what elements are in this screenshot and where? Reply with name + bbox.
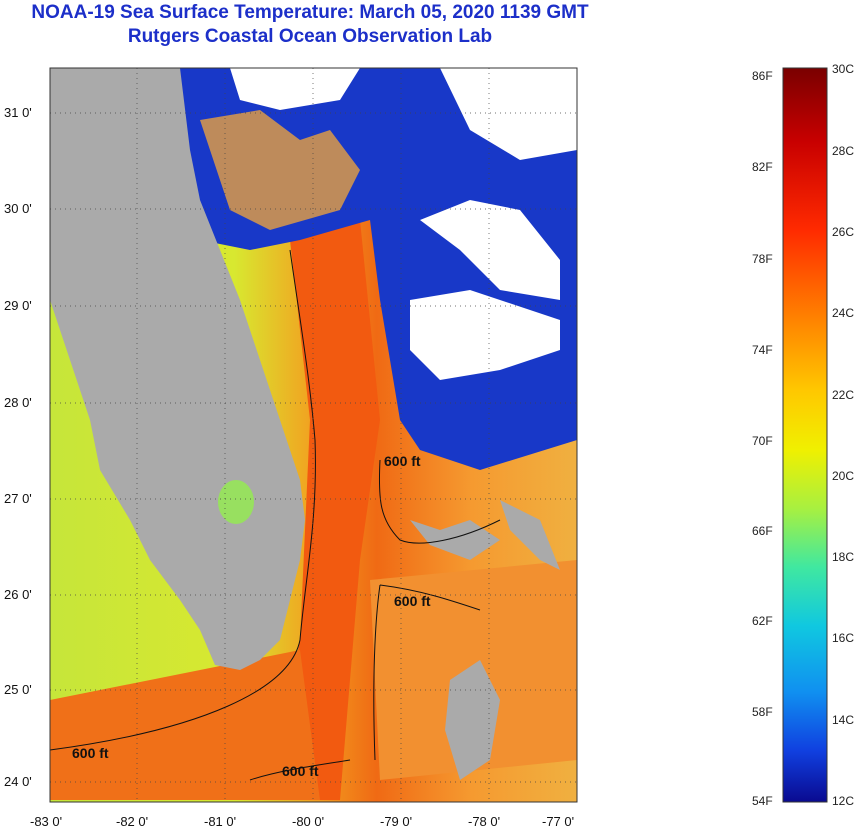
contour-600ft-bahamas-south [373, 584, 481, 761]
map-subtitle: Rutgers Coastal Ocean Observation Lab [127, 26, 493, 47]
lon-label: -78 0' [468, 814, 500, 829]
lon-label: -81 0' [204, 814, 236, 829]
colorbar-c-label: 26C [832, 225, 855, 239]
contour-label: 600 ft [72, 745, 109, 761]
colorbar-c-label: 24C [832, 306, 855, 320]
colorbar-f-label: 54F [752, 794, 773, 808]
contour-label: 600 ft [384, 453, 421, 469]
cloud-central [410, 290, 560, 380]
colorbar-f-label: 74F [752, 343, 773, 357]
latitude-axis: 31 0' 30 0' 29 0' 28 0' 27 0' 26 0' 25 0… [4, 105, 32, 789]
colorbar-c-label: 20C [832, 469, 855, 483]
colorbar [782, 67, 828, 803]
colorbar-f-label: 86F [752, 69, 773, 83]
contour-600ft-florida [50, 249, 316, 751]
lon-label: -82 0' [116, 814, 148, 829]
lon-label: -83 0' [30, 814, 62, 829]
colorbar-c-label: 12C [832, 794, 855, 808]
lat-label: 29 0' [4, 298, 32, 313]
contour-600ft-bahamas-north [378, 459, 501, 544]
lat-label: 28 0' [4, 395, 32, 410]
map-frame [49, 67, 578, 803]
contour-label: 600 ft [394, 593, 431, 609]
colorbar-f-label: 70F [752, 434, 773, 448]
warm-water-south [50, 650, 320, 800]
contour-600ft-south [249, 759, 351, 781]
eleuthera-land [500, 500, 560, 570]
colorbar-c-label: 14C [832, 713, 855, 727]
colorbar-c-label: 16C [832, 631, 855, 645]
contour-label: 600 ft [282, 763, 319, 779]
colorbar-f-label: 66F [752, 524, 773, 538]
lat-label: 25 0' [4, 682, 32, 697]
colorbar-f-label: 62F [752, 614, 773, 628]
lat-label: 24 0' [4, 774, 32, 789]
colorbar-c-label: 22C [832, 388, 855, 402]
colorbar-f-label: 58F [752, 705, 773, 719]
colorbar-c-label: 18C [832, 550, 855, 564]
longitude-axis: -83 0' -82 0' -81 0' -80 0' -79 0' -78 0… [30, 814, 574, 829]
cloud-top [230, 68, 360, 110]
lon-label: -79 0' [380, 814, 412, 829]
lat-label: 31 0' [4, 105, 32, 120]
warm-patch-north [200, 110, 360, 230]
andros-land [445, 660, 500, 780]
colorbar-c-label: 28C [832, 144, 855, 158]
lon-label: -80 0' [292, 814, 324, 829]
lon-label: -77 0' [542, 814, 574, 829]
colorbar-c-label: 30C [832, 62, 855, 76]
colorbar-f-label: 78F [752, 252, 773, 266]
cloud-east [420, 200, 560, 300]
colorbar-f-label: 82F [752, 160, 773, 174]
lat-label: 26 0' [4, 587, 32, 602]
lat-label: 30 0' [4, 201, 32, 216]
map-title: NOAA-19 Sea Surface Temperature: March 0… [31, 2, 589, 23]
lat-label: 27 0' [4, 491, 32, 506]
cloud-ne [440, 68, 577, 160]
lake-okeechobee [218, 480, 254, 524]
